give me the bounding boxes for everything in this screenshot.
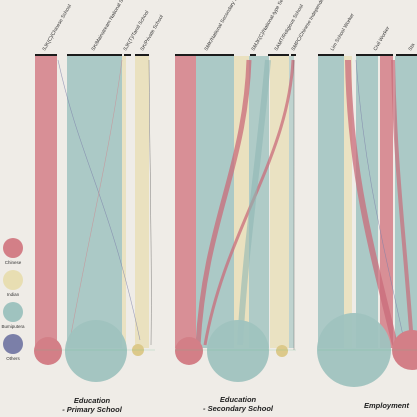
col-label-3-2: Civil Worker <box>373 25 392 52</box>
stage-title-secondary-line2: - Secondary School <box>202 404 274 413</box>
col-label-2-1: SMK/National Secondary School <box>204 0 245 52</box>
node-chinese <box>34 337 62 365</box>
legend-dot-indian <box>3 270 23 290</box>
flow-cross-1 <box>57 59 141 341</box>
legend-dot-others <box>3 334 23 354</box>
stage-title-employment: Employment <box>356 401 417 410</box>
flow-bumi-lim <box>318 56 344 348</box>
flow-thin-smpc <box>289 56 294 348</box>
stage-primary: SJK(C)/Chinese School SK/Mainstream Nati… <box>34 0 165 382</box>
legend-item-indian: Indian <box>2 270 24 297</box>
legend-label-others: Others <box>6 356 20 361</box>
stage-title-secondary-line1: Education <box>219 395 257 404</box>
legend-item-others: Others <box>2 334 24 361</box>
legend-dot-chinese <box>3 238 23 258</box>
flow-curve-chinese-1 <box>195 59 252 346</box>
legend-label-chinese: Chinese <box>4 260 22 265</box>
stage-title-primary-line2: - Primary School <box>62 405 122 414</box>
flow-chinese-sjkc <box>35 56 57 348</box>
flow-bumi-civil <box>356 56 378 348</box>
legend-label-indian: Indian <box>6 292 20 297</box>
flow-indian-sjkt <box>135 56 149 348</box>
legend-dot-bumiputera <box>3 302 23 322</box>
stage-title-primary-line1: Education <box>73 396 111 405</box>
flow-cross-3 <box>148 59 152 346</box>
legend-item-chinese: Chinese <box>2 238 24 265</box>
legend-item-bumiputera: Bumiputera <box>1 302 25 329</box>
node-chinese-2 <box>175 337 203 365</box>
flow-chinese-smk <box>175 56 196 348</box>
flow-indian-smpc <box>270 56 289 348</box>
stage-title-primary: Education - Primary School <box>52 396 132 414</box>
stage-title-employment-line1: Employment <box>363 401 409 410</box>
legend-label-bumiputera: Bumiputera <box>1 324 25 329</box>
flow-curve-bumi <box>237 59 271 346</box>
flow-indian-lim <box>344 56 352 348</box>
legend: Chinese Indian Bumiputera Others <box>1 238 25 366</box>
node-bumi <box>65 320 127 382</box>
col-label-3-1: Lim School Worker <box>330 12 356 52</box>
col-label-3-3: Sta <box>408 42 417 52</box>
stage-employment: Lim School Worker Civil Worker Sta <box>317 12 417 387</box>
stage-title-secondary: Education - Secondary School <box>196 395 280 413</box>
flow-curve-emp-2 <box>355 59 406 346</box>
flow-curve-emp-3 <box>391 59 414 346</box>
flow-curve-emp-1 <box>345 59 398 346</box>
node-bumi-2 <box>207 320 269 382</box>
col-label-1-1: SJK(C)/Chinese School <box>42 4 73 52</box>
stage-secondary: SMK/National Secondary School SMJK(C)/Na… <box>175 0 338 382</box>
flow-bumi-sta <box>395 56 417 348</box>
flow-cross-2 <box>69 59 123 341</box>
flow-bumi-sk <box>67 56 122 348</box>
flow-indian-sk-thin <box>122 56 126 348</box>
node-indian-2 <box>276 345 288 357</box>
